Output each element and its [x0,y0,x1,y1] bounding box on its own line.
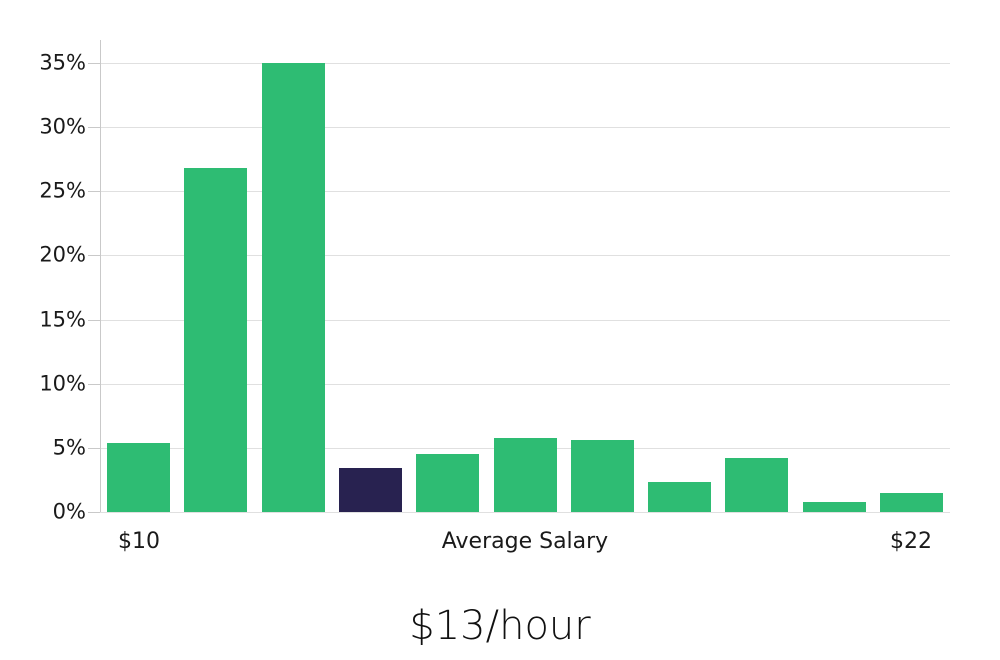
y-tick-mark [88,447,100,449]
y-tick-label: 35% [39,50,86,75]
bar-5[interactable] [416,454,479,512]
gridline [100,255,950,257]
bar-2[interactable] [184,168,247,512]
gridline [100,191,950,193]
chart-title: $13/hour [409,603,591,649]
y-tick-label: 25% [39,178,86,203]
y-tick-label: 10% [39,371,86,396]
gridline [100,319,950,321]
bar-6[interactable] [494,438,557,512]
y-tick-mark [88,63,100,64]
y-tick-mark [88,191,100,193]
bar-9[interactable] [725,458,788,512]
bar-8[interactable] [648,482,711,512]
y-tick-mark [88,319,100,321]
y-axis-line [100,40,101,512]
y-tick-mark [88,255,100,257]
bar-3[interactable] [262,63,325,512]
y-tick-label: 0% [52,499,86,524]
gridline [100,63,950,64]
gridline [100,127,950,129]
bar-1[interactable] [107,443,170,512]
bar-10[interactable] [803,502,866,512]
bar-7[interactable] [571,440,634,512]
x-tick-label: $22 [890,529,932,554]
x-tick-label: Average Salary [441,529,609,554]
y-tick-label: 20% [39,242,86,267]
bar-11[interactable] [880,493,943,512]
y-tick-label: 5% [52,435,86,460]
gridline [100,383,950,385]
y-tick-label: 15% [39,307,86,332]
y-tick-mark [88,512,100,513]
x-axis-baseline [100,512,950,513]
y-tick-label: 30% [39,114,86,139]
bar-highlighted[interactable] [339,468,402,512]
y-tick-mark [88,383,100,385]
y-tick-mark [88,127,100,129]
x-tick-label: $10 [118,529,160,554]
